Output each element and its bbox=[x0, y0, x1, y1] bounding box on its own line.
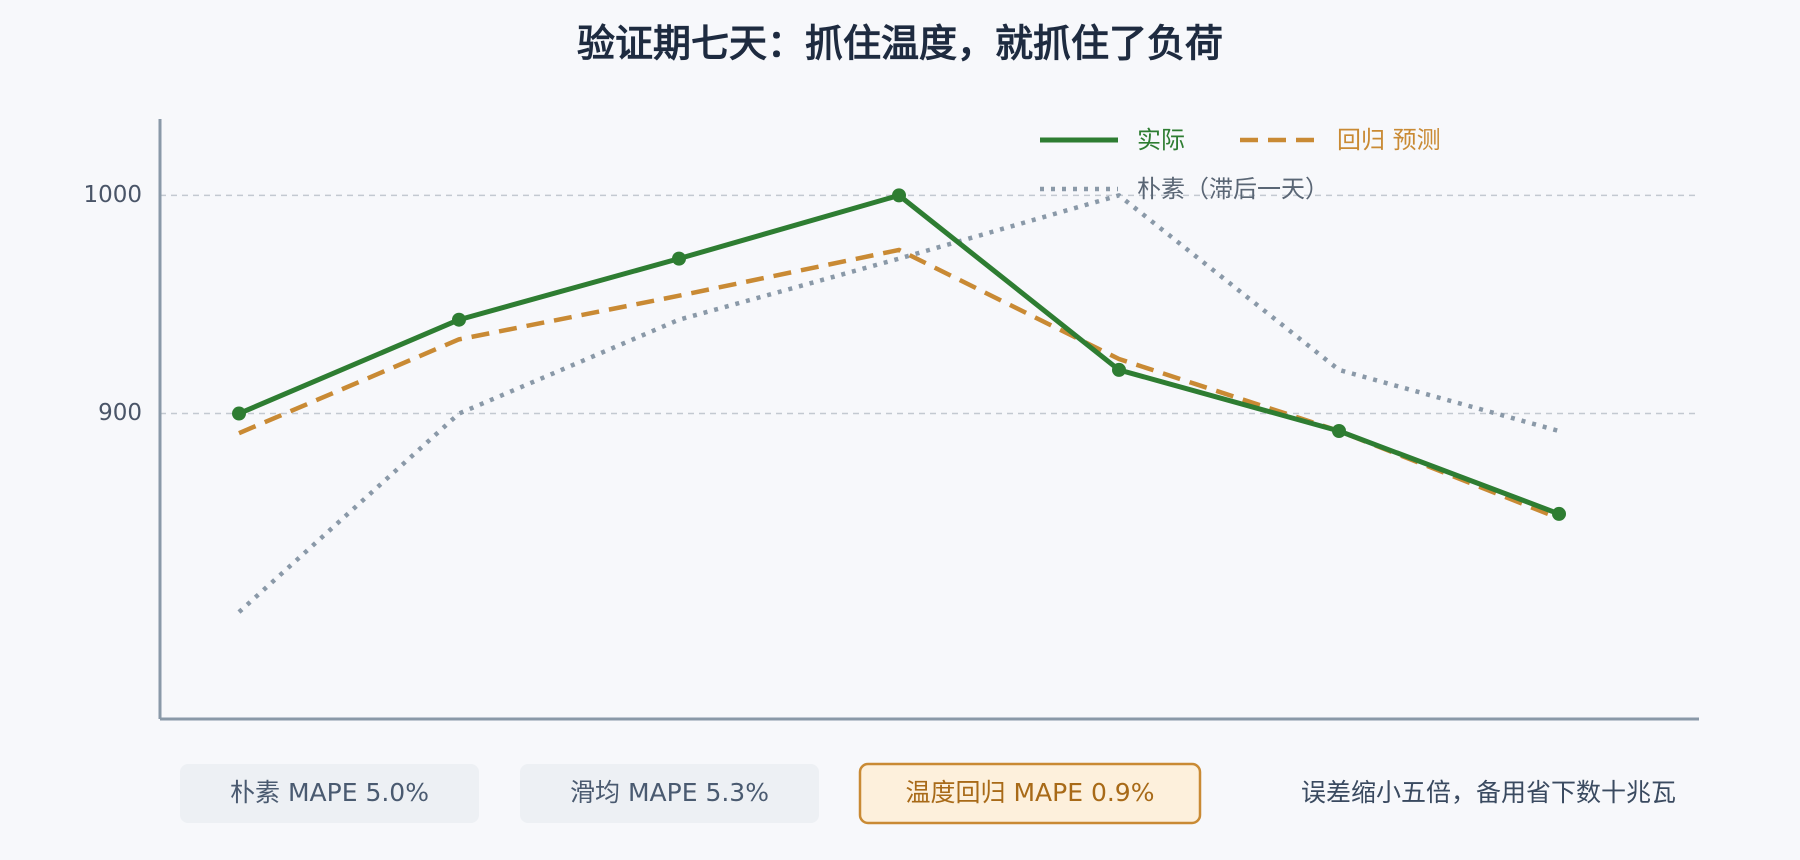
note: 误差缩小五倍，备用省下数十兆瓦 bbox=[1301, 778, 1676, 807]
point bbox=[1112, 362, 1126, 377]
badge bbox=[520, 764, 819, 823]
point bbox=[452, 312, 466, 327]
point bbox=[1552, 506, 1566, 521]
point bbox=[232, 406, 246, 421]
point bbox=[672, 251, 686, 266]
point bbox=[892, 188, 906, 203]
legend-label: 回归 预测 bbox=[1337, 126, 1441, 154]
series-line bbox=[238, 247, 1560, 521]
series-line bbox=[237, 193, 1560, 614]
y-tick-label: 1000 bbox=[83, 182, 142, 208]
badge-label: 朴素 MAPE 5.0% bbox=[230, 778, 429, 807]
badge-label: 温度回归 MAPE 0.9% bbox=[906, 778, 1155, 807]
series-line bbox=[238, 192, 1560, 517]
legend-label: 实际 bbox=[1137, 126, 1185, 154]
badge bbox=[180, 764, 479, 823]
badge-label: 滑均 MAPE 5.3% bbox=[570, 778, 769, 807]
badge bbox=[858, 762, 1202, 825]
legend-label: 朴素（滞后一天） bbox=[1137, 175, 1329, 203]
chart-title: 验证期七天：抓住温度，就抓住了负荷 bbox=[577, 22, 1223, 66]
y-tick-label: 900 bbox=[98, 400, 142, 426]
point bbox=[1332, 424, 1346, 438]
